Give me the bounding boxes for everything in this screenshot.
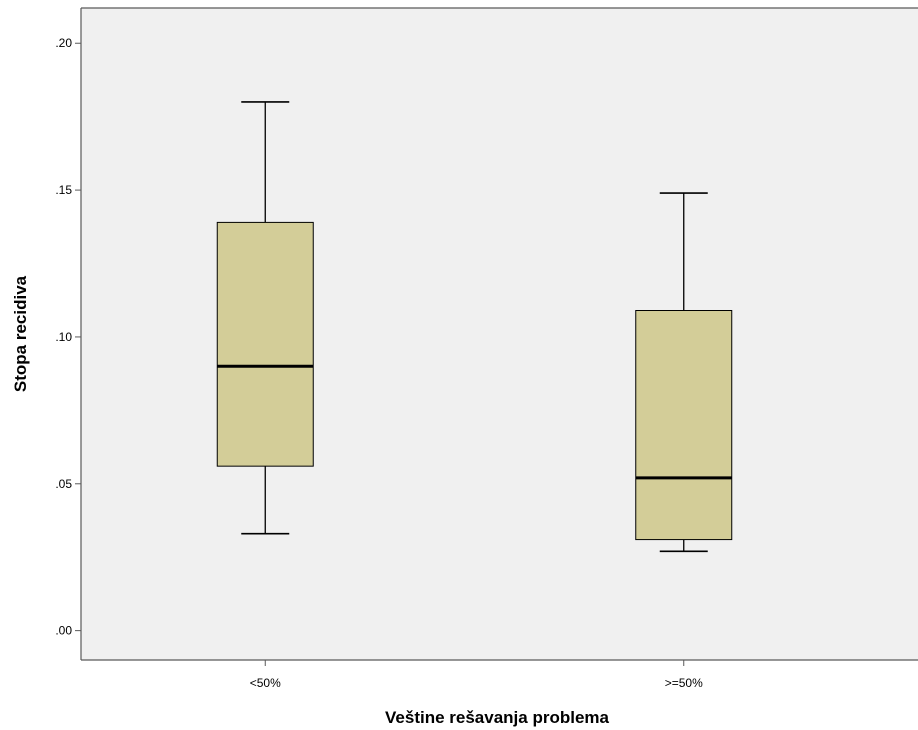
x-tick-label: <50% bbox=[250, 676, 281, 690]
box bbox=[635, 310, 733, 541]
x-axis: <50% >=50% bbox=[81, 659, 918, 690]
y-tick-label: .05 bbox=[55, 477, 72, 491]
y-tick-label: .20 bbox=[55, 36, 72, 50]
box-series bbox=[216, 101, 733, 553]
x-tick-label: >=50% bbox=[665, 676, 703, 690]
box-group bbox=[635, 192, 733, 553]
y-tick-label: .10 bbox=[55, 330, 72, 344]
y-axis: .00 .05 .10 .15 .20 bbox=[55, 7, 918, 660]
y-tick-label: .15 bbox=[55, 183, 72, 197]
y-tick-label: .00 bbox=[55, 624, 72, 638]
box-group bbox=[216, 101, 314, 535]
y-axis-title: Stopa recidiva bbox=[11, 275, 30, 392]
plot-area bbox=[81, 8, 918, 660]
box bbox=[216, 221, 314, 467]
x-axis-title: Veštine rešavanja problema bbox=[385, 708, 609, 727]
